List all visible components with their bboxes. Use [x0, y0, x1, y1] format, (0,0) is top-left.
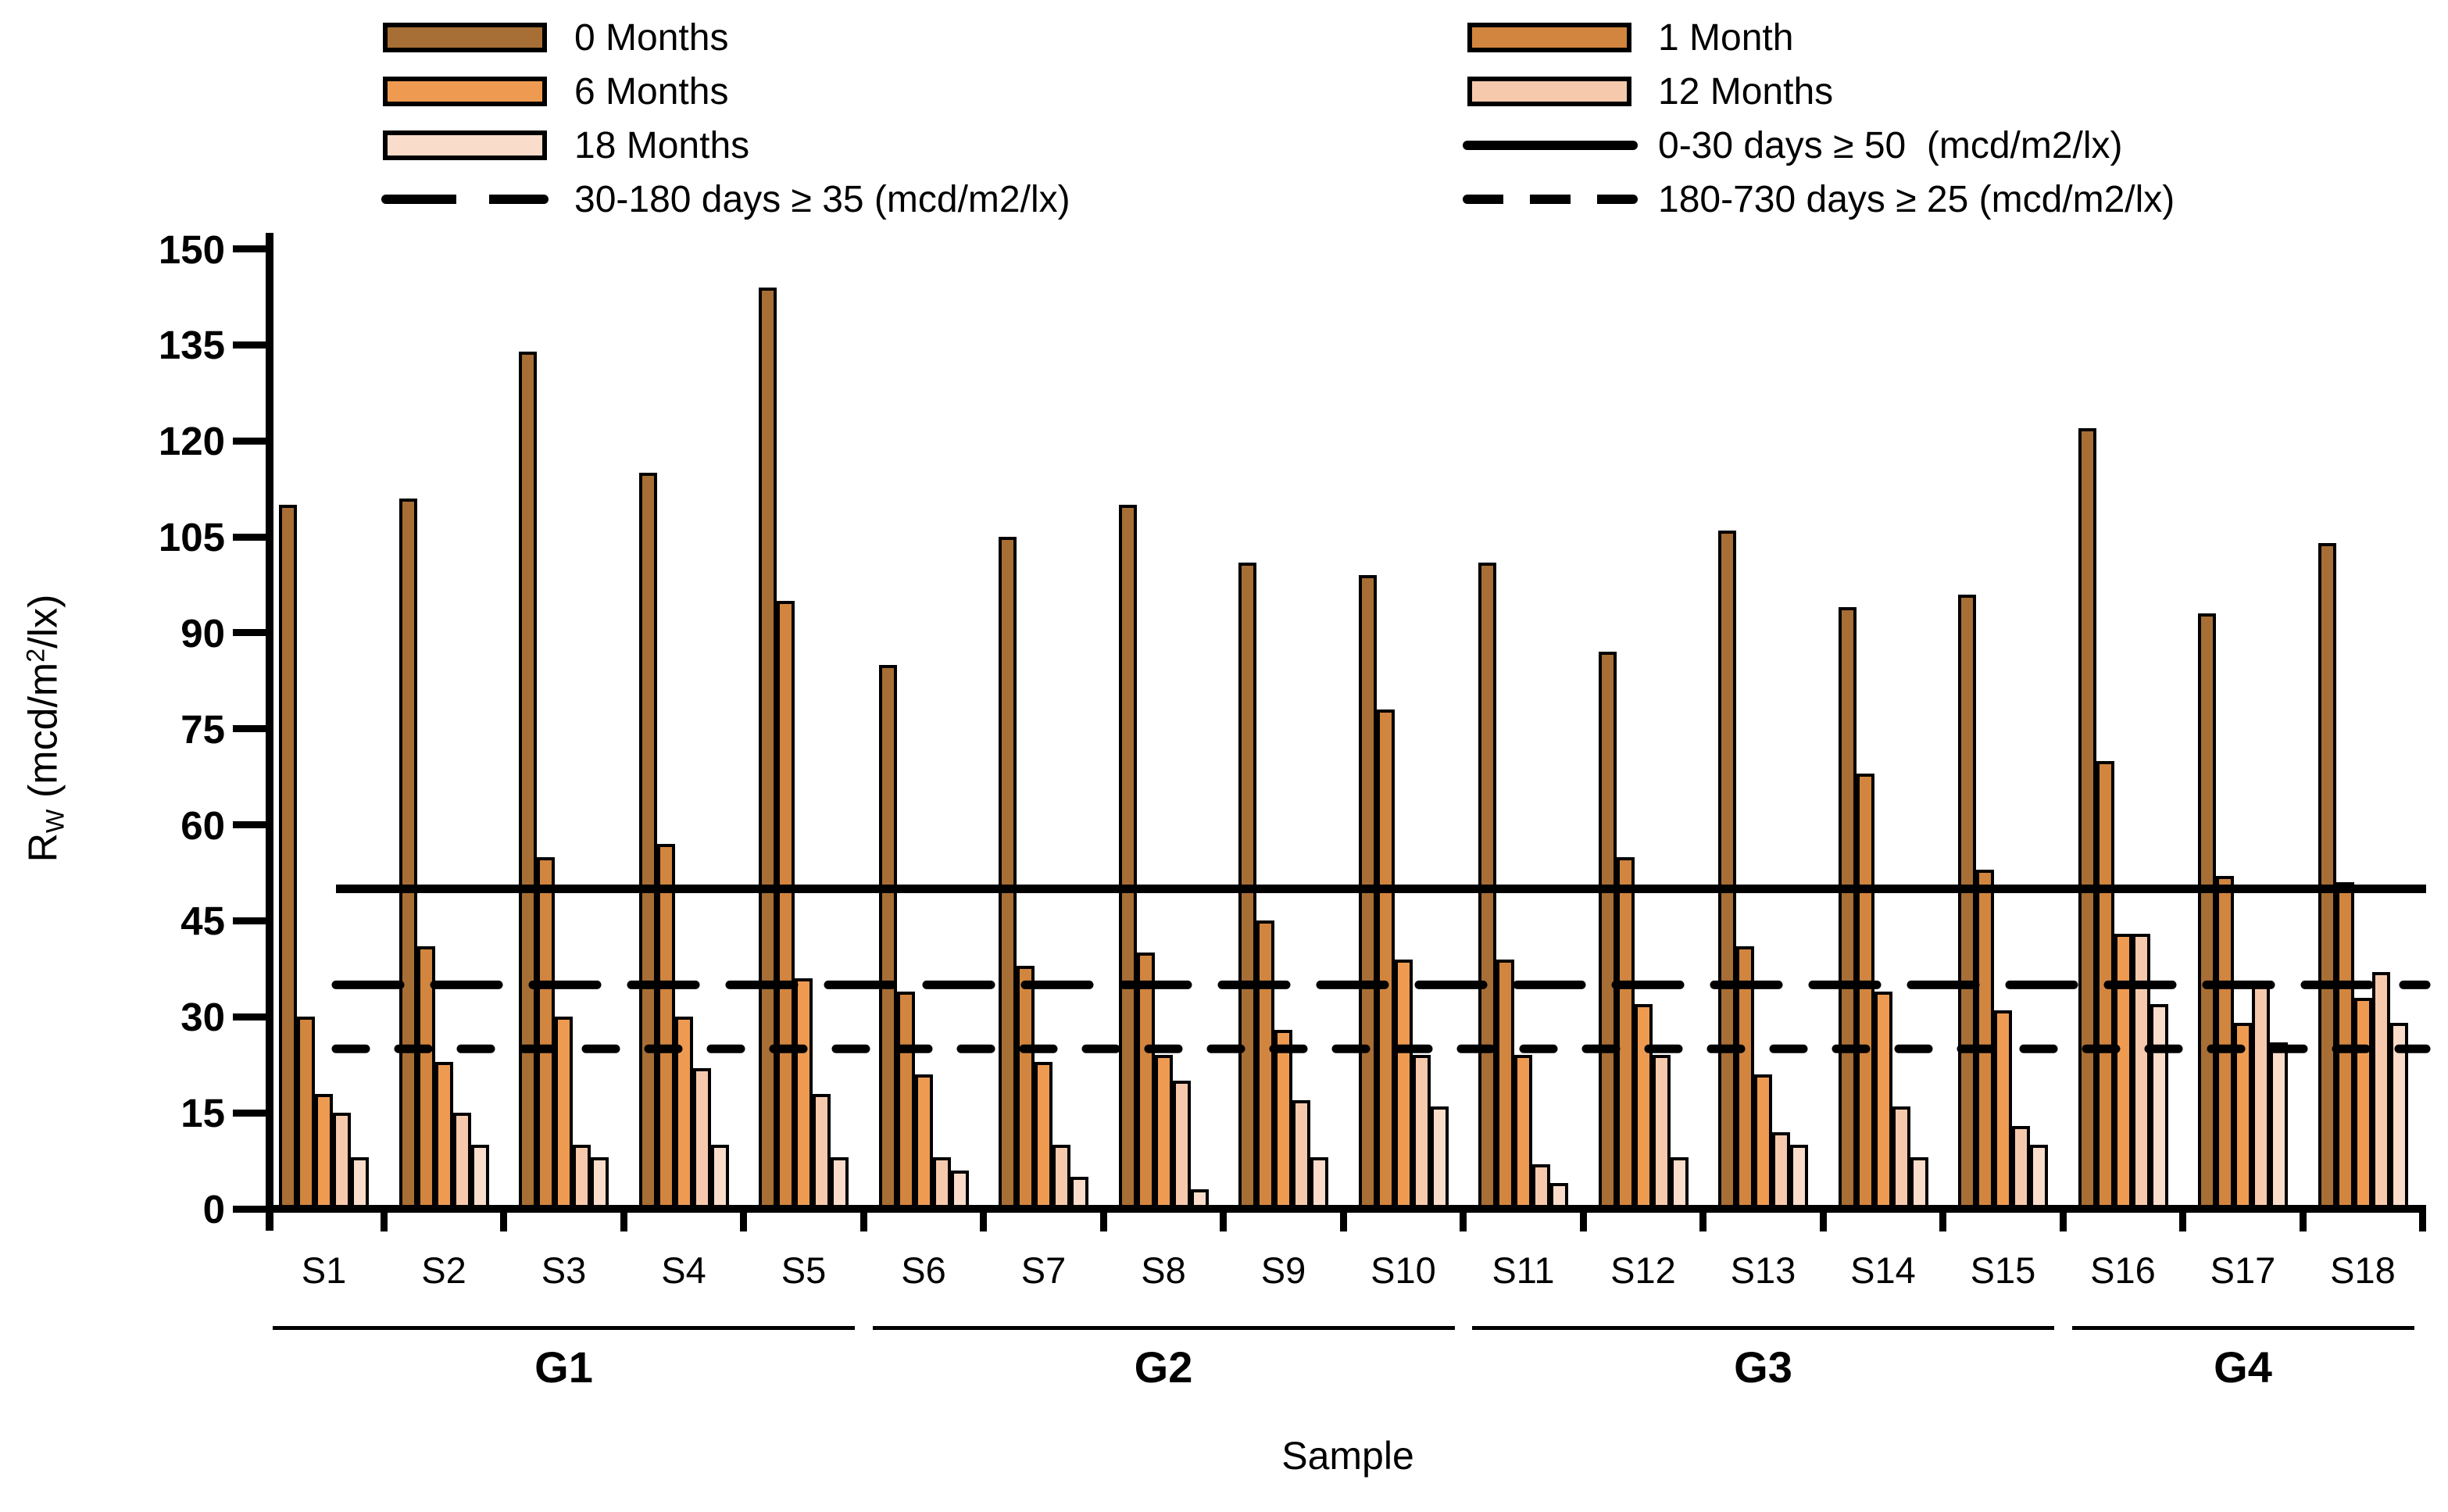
- sample-label-s13: S13: [1730, 1249, 1796, 1291]
- y-tick-label-105: 105: [158, 515, 225, 560]
- legend-label-0-30-days-≥-50-: 0-30 days ≥ 50 (mcd/m2/lx): [1658, 125, 2123, 166]
- group-label-g4: G4: [2214, 1342, 2272, 1392]
- x-tick-boundary-13: [1819, 1213, 1827, 1231]
- x-tick-boundary-4: [740, 1213, 748, 1231]
- x-tick-boundary-6: [980, 1213, 988, 1231]
- y-tick-75: [233, 725, 267, 733]
- y-axis-line: [266, 233, 273, 1231]
- group-underline-g1: [273, 1326, 855, 1330]
- sample-label-s7: S7: [1020, 1249, 1067, 1291]
- x-tick-boundary-8: [1220, 1213, 1228, 1231]
- legend-label-18-months: 18 Months: [574, 125, 750, 166]
- y-tick-90: [233, 629, 267, 637]
- y-tick-105: [233, 533, 267, 541]
- x-tick-boundary-2: [500, 1213, 508, 1231]
- y-tick-150: [233, 245, 267, 252]
- x-axis-title: Sample: [1281, 1434, 1414, 1478]
- legend-swatch-0-months: [383, 23, 547, 52]
- y-title-superscript: 2: [21, 648, 50, 663]
- sample-label-s2: S2: [421, 1249, 466, 1291]
- group-underline-g2: [872, 1326, 1455, 1330]
- sample-label-s16: S16: [2090, 1249, 2156, 1291]
- legend-label-6-months: 6 Months: [574, 71, 729, 113]
- y-tick-60: [233, 821, 267, 829]
- y-axis-title: RW (mcd/m2/lx): [20, 594, 70, 863]
- sample-label-s3: S3: [541, 1249, 587, 1291]
- y-tick-label-15: 15: [180, 1091, 225, 1136]
- x-tick-boundary-3: [620, 1213, 627, 1231]
- y-tick-45: [233, 917, 267, 924]
- sample-label-s18: S18: [2330, 1249, 2396, 1291]
- legend-line-short-dash-line: [1463, 195, 1638, 204]
- sample-label-s15: S15: [1970, 1249, 2036, 1291]
- sample-label-s11: S11: [1492, 1249, 1555, 1291]
- group-label-g2: G2: [1134, 1342, 1193, 1392]
- sample-label-s1: S1: [301, 1249, 347, 1291]
- legend-label-30-180-days-≥-35: 30-180 days ≥ 35 (mcd/m2/lx): [574, 179, 1070, 220]
- y-tick-label-75: 75: [180, 706, 225, 752]
- y-tick-label-60: 60: [180, 802, 225, 848]
- y-tick-label-0: 0: [202, 1187, 225, 1231]
- x-tick-boundary-9: [1339, 1213, 1347, 1231]
- y-tick-label-30: 30: [180, 995, 225, 1040]
- x-tick-boundary-17: [2299, 1213, 2307, 1231]
- legend-label-180-730-days-≥-2: 180-730 days ≥ 25 (mcd/m2/lx): [1658, 179, 2175, 220]
- sample-label-s10: S10: [1371, 1249, 1436, 1291]
- group-underline-g4: [2071, 1326, 2414, 1330]
- x-tick-boundary-14: [1939, 1213, 1947, 1231]
- sample-label-s6: S6: [901, 1249, 946, 1291]
- legend-label-1-month: 1 Month: [1658, 17, 1794, 59]
- x-tick-end: [2418, 1213, 2426, 1231]
- x-tick-boundary-5: [859, 1213, 867, 1231]
- group-label-g3: G3: [1734, 1342, 1792, 1392]
- x-tick-boundary-7: [1099, 1213, 1107, 1231]
- group-underline-g3: [1472, 1326, 2054, 1330]
- y-tick-label-90: 90: [180, 610, 225, 656]
- legend-swatch-1-month: [1467, 23, 1631, 52]
- sample-label-s8: S8: [1141, 1249, 1186, 1291]
- y-tick-label-120: 120: [158, 419, 225, 464]
- sample-label-s4: S4: [661, 1249, 706, 1291]
- sample-label-s17: S17: [2210, 1249, 2276, 1291]
- y-tick-label-150: 150: [158, 227, 225, 272]
- x-tick-boundary-12: [1699, 1213, 1707, 1231]
- y-title-subscript: W: [41, 809, 70, 833]
- legend-swatch-6-months: [383, 77, 547, 106]
- legend-label-0-months: 0 Months: [574, 17, 729, 59]
- y-title-close: /lx): [20, 594, 66, 649]
- y-tick-15: [233, 1109, 267, 1117]
- y-tick-label-135: 135: [158, 323, 225, 368]
- x-tick-boundary-11: [1579, 1213, 1587, 1231]
- y-tick-135: [233, 341, 267, 349]
- sample-label-s12: S12: [1610, 1249, 1676, 1291]
- legend-label-12-months: 12 Months: [1658, 71, 1834, 113]
- group-label-g1: G1: [534, 1342, 593, 1392]
- x-axis-line: [266, 1205, 2426, 1213]
- y-tick-120: [233, 437, 267, 445]
- y-title-open: (mcd/m: [20, 662, 66, 810]
- y-tick-0: [233, 1205, 267, 1213]
- x-tick-boundary-15: [2059, 1213, 2067, 1231]
- legend-line-long-dash-line: [381, 195, 549, 204]
- y-tick-label-45: 45: [180, 899, 225, 944]
- x-tick-boundary-10: [1460, 1213, 1467, 1231]
- sample-label-s14: S14: [1850, 1249, 1916, 1291]
- legend-swatch-18-months: [383, 130, 547, 160]
- legend-line-solid-line: [1463, 141, 1638, 150]
- sample-label-s9: S9: [1260, 1249, 1306, 1291]
- legend-swatch-12-months: [1467, 77, 1631, 106]
- y-title-base: R: [20, 832, 66, 863]
- x-tick-boundary-16: [2179, 1213, 2187, 1231]
- x-tick-boundary-1: [380, 1213, 388, 1231]
- sample-label-s5: S5: [781, 1249, 827, 1291]
- y-tick-30: [233, 1013, 267, 1021]
